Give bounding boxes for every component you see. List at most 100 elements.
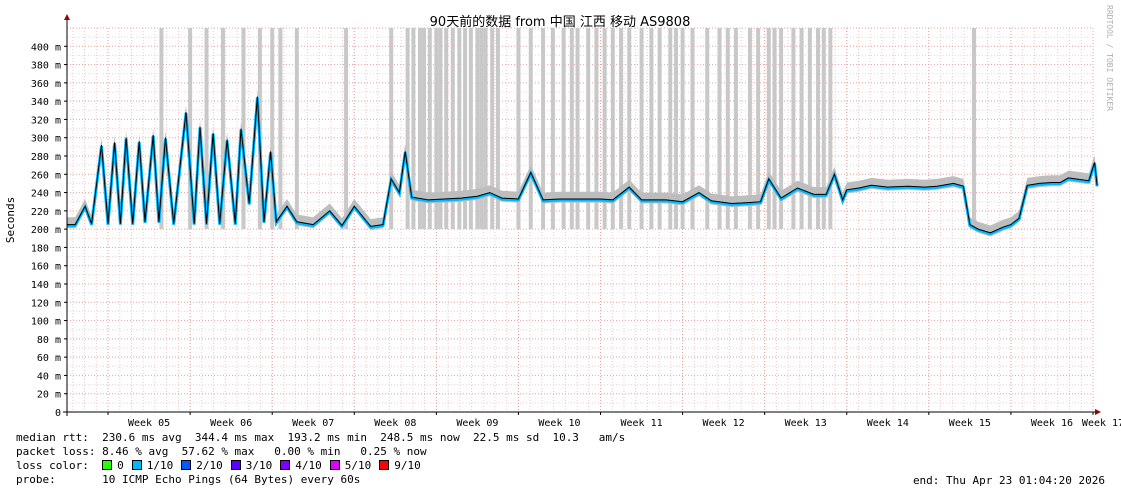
loss-spike bbox=[438, 28, 443, 230]
loss-spike bbox=[799, 28, 804, 230]
loss-color-swatch bbox=[329, 460, 340, 470]
probe-value: 10 ICMP Echo Pings (64 Bytes) every 60s bbox=[102, 473, 361, 486]
loss-spike bbox=[550, 28, 555, 230]
loss-spike bbox=[411, 28, 416, 230]
chart-title: 90天前的数据 from 中国 江西 移动 AS9808 bbox=[430, 14, 691, 30]
median-rtt-line bbox=[67, 96, 1099, 236]
loss-spike bbox=[821, 28, 826, 230]
loss-spike bbox=[220, 28, 225, 230]
y-tick-label: 360 m bbox=[31, 79, 61, 90]
x-tick-label: Week 13 bbox=[785, 418, 827, 429]
loss-spike bbox=[828, 28, 833, 230]
loss-color-label: 5/10 bbox=[344, 459, 372, 472]
loss-color-line: loss color: 0 1/10 2/10 3/10 4/10 5/10 9/10 bbox=[16, 459, 429, 473]
loss-spike bbox=[278, 28, 283, 230]
loss-color-item: 4/10 bbox=[280, 459, 322, 472]
loss-spike bbox=[971, 28, 976, 230]
loss-spike bbox=[610, 28, 615, 230]
y-tick-label: 380 m bbox=[31, 61, 61, 72]
y-tick-label: 280 m bbox=[31, 152, 61, 163]
loss-spike bbox=[657, 28, 662, 230]
loss-spike bbox=[483, 28, 488, 230]
x-tick-label: Week 14 bbox=[867, 418, 909, 429]
loss-spike bbox=[725, 28, 730, 230]
loss-spike bbox=[561, 28, 566, 230]
loss-spike bbox=[733, 28, 738, 230]
loss-spike bbox=[444, 28, 449, 230]
loss-spike bbox=[188, 28, 193, 230]
probe-line: probe: 10 ICMP Echo Pings (64 Bytes) eve… bbox=[16, 473, 360, 487]
end-timestamp: end: Thu Apr 23 01:04:20 2026 bbox=[912, 474, 1105, 487]
loss-spike bbox=[816, 28, 821, 230]
y-tick-labels: 0 20 m 40 m 60 m 80 m 100 m 120 m 140 m 160 m 180… bbox=[31, 42, 61, 419]
loss-spike bbox=[495, 28, 500, 230]
loss-spike bbox=[204, 28, 209, 230]
loss-color-item: 3/10 bbox=[230, 459, 272, 472]
y-axis-arrow bbox=[64, 14, 70, 20]
rtt-stats-line: median rtt: 230.6 ms avg 344.4 ms max 19… bbox=[16, 431, 625, 445]
loss-color-item: 1/10 bbox=[131, 459, 173, 472]
probe-label: probe: bbox=[16, 473, 56, 486]
loss-spikes bbox=[159, 28, 976, 230]
loss-color-swatch bbox=[131, 460, 142, 470]
loss-spike bbox=[807, 28, 812, 230]
loss-spike bbox=[389, 28, 394, 230]
loss-spike bbox=[569, 28, 574, 230]
loss-color-item: 2/10 bbox=[181, 459, 223, 472]
y-tick-label: 20 m bbox=[37, 390, 61, 401]
loss-spike bbox=[627, 28, 632, 230]
y-tick-label: 200 m bbox=[31, 225, 61, 236]
y-tick-label: 400 m bbox=[31, 42, 61, 53]
loss-spike bbox=[680, 28, 685, 230]
loss-spike bbox=[649, 28, 654, 230]
loss-color-swatch bbox=[280, 460, 291, 470]
loss-color-item: 5/10 bbox=[329, 459, 372, 472]
median-line bbox=[67, 96, 1098, 234]
loss-stats-line: packet loss: 8.46 % avg 57.62 % max 0.00… bbox=[16, 445, 427, 459]
x-tick-label: Week 05 bbox=[128, 418, 170, 429]
loss-spike bbox=[344, 28, 349, 230]
y-tick-label: 320 m bbox=[31, 115, 61, 126]
loss-spike bbox=[405, 28, 410, 230]
loss-values: 8.46 % avg 57.62 % max 0.00 % min 0.25 %… bbox=[102, 445, 427, 458]
x-tick-label: Week 17 bbox=[1082, 418, 1121, 429]
loss-label: packet loss: bbox=[16, 445, 96, 458]
rrdtool-watermark: RRDTOOL / TOBI OETIKER bbox=[1105, 5, 1114, 111]
x-tick-label: Week 06 bbox=[210, 418, 252, 429]
loss-spike bbox=[717, 28, 722, 230]
loss-spike bbox=[586, 28, 591, 230]
loss-spike bbox=[479, 28, 484, 230]
loss-color-label: loss color: bbox=[16, 459, 89, 472]
loss-spike bbox=[747, 28, 752, 230]
y-tick-label: 180 m bbox=[31, 243, 61, 254]
loss-spike bbox=[766, 28, 771, 230]
y-tick-label: 60 m bbox=[37, 353, 61, 364]
loss-spike bbox=[674, 28, 679, 230]
loss-spike bbox=[772, 28, 777, 230]
x-tick-label: Week 10 bbox=[538, 418, 580, 429]
rtt-values: 230.6 ms avg 344.4 ms max 193.2 ms min 2… bbox=[102, 431, 626, 444]
y-tick-label: 100 m bbox=[31, 317, 61, 328]
x-tick-label: Week 15 bbox=[949, 418, 991, 429]
latency-chart: 0 20 m 40 m 60 m 80 m 100 m 120 m 140 m 160 m 180… bbox=[4, 5, 1121, 429]
loss-color-label: 4/10 bbox=[295, 459, 322, 472]
loss-spike bbox=[427, 28, 432, 230]
y-tick-label: 40 m bbox=[37, 371, 61, 382]
loss-spike bbox=[791, 28, 796, 230]
loss-spike bbox=[602, 28, 607, 230]
loss-spike bbox=[241, 28, 246, 230]
loss-color-label: 2/10 bbox=[196, 459, 223, 472]
loss-spike bbox=[619, 28, 624, 230]
loss-spike bbox=[594, 28, 599, 230]
axes bbox=[63, 14, 1101, 416]
loss-spike bbox=[490, 28, 495, 230]
x-tick-label: Week 12 bbox=[703, 418, 745, 429]
y-tick-label: 300 m bbox=[31, 134, 61, 145]
loss-spike bbox=[475, 28, 480, 230]
x-tick-label: Week 09 bbox=[456, 418, 498, 429]
y-tick-label: 140 m bbox=[31, 280, 61, 291]
loss-spike bbox=[468, 28, 473, 230]
loss-spike bbox=[457, 28, 462, 230]
loss-color-swatch bbox=[102, 460, 113, 470]
x-tick-label: Week 11 bbox=[620, 418, 662, 429]
